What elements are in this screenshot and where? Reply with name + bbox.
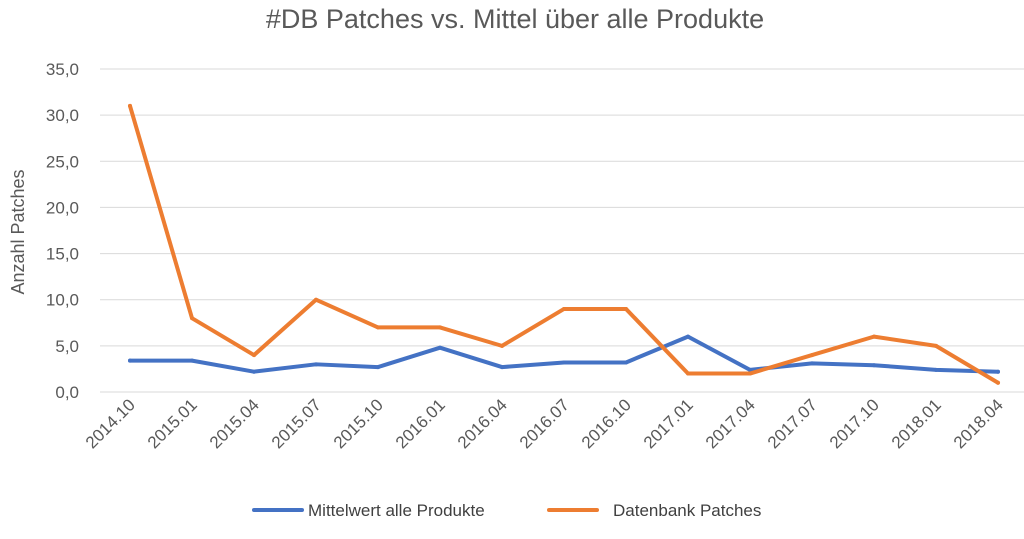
x-tick-label: 2018.04 <box>950 395 1007 452</box>
y-tick-label: 35,0 <box>46 60 79 79</box>
series-line <box>128 103 1000 385</box>
data-point <box>562 360 566 365</box>
data-point <box>252 353 256 358</box>
x-tick-label: 2016.04 <box>454 395 511 452</box>
data-point <box>810 353 814 358</box>
data-point <box>252 369 256 374</box>
data-point <box>190 358 194 363</box>
y-tick-label: 30,0 <box>46 106 79 125</box>
gridlines <box>100 68 1024 393</box>
data-point <box>686 371 690 376</box>
y-tick-label: 25,0 <box>46 152 79 171</box>
data-point <box>748 367 752 372</box>
data-point <box>376 365 380 370</box>
x-tick-label: 2018.01 <box>888 395 945 452</box>
data-point <box>376 325 380 330</box>
legend-label: Mittelwert alle Produkte <box>308 501 485 520</box>
data-point <box>996 369 1000 374</box>
x-tick-label: 2017.04 <box>702 395 759 452</box>
x-tick-label: 2016.10 <box>578 395 635 452</box>
y-tick-label: 20,0 <box>46 198 79 217</box>
x-tick-label: 2015.01 <box>144 395 201 452</box>
data-point <box>934 343 938 348</box>
x-tick-label: 2016.07 <box>516 395 573 452</box>
x-tick-label: 2017.01 <box>640 395 697 452</box>
data-point <box>438 345 442 350</box>
data-point <box>934 367 938 372</box>
x-axis-ticks: 2014.10 2015.01 2015.04 2015.07 2015.10 2016.… <box>82 395 1007 452</box>
x-tick-label: 2015.10 <box>330 395 387 452</box>
legend-label: Datenbank Patches <box>613 501 761 520</box>
data-point <box>500 365 504 370</box>
data-point <box>748 371 752 376</box>
data-point <box>128 358 132 363</box>
x-tick-label: 2014.10 <box>82 395 139 452</box>
x-tick-label: 2015.07 <box>268 395 325 452</box>
x-tick-label: 2017.10 <box>826 395 883 452</box>
x-tick-label: 2017.07 <box>764 395 821 452</box>
x-tick-label: 2016.01 <box>392 395 449 452</box>
data-point <box>872 363 876 368</box>
y-axis-ticks: 0,0 5,0 10,0 15,0 20,0 25,0 30,0 35,0 <box>46 60 79 402</box>
y-axis-label: Anzahl Patches <box>8 169 28 294</box>
data-point <box>128 103 132 108</box>
data-point <box>562 306 566 311</box>
series-lines <box>128 103 1000 385</box>
data-point <box>314 362 318 367</box>
data-point <box>872 334 876 339</box>
x-tick-label: 2015.04 <box>206 395 263 452</box>
data-point <box>500 343 504 348</box>
series-line <box>128 334 1000 374</box>
data-point <box>996 380 1000 385</box>
data-point <box>810 361 814 366</box>
data-point <box>686 334 690 339</box>
data-point <box>624 306 628 311</box>
data-point <box>438 325 442 330</box>
y-tick-label: 0,0 <box>55 383 79 402</box>
y-tick-label: 5,0 <box>55 337 79 356</box>
data-point <box>190 316 194 321</box>
data-point <box>624 360 628 365</box>
data-point <box>314 297 318 302</box>
chart-title: #DB Patches vs. Mittel über alle Produkt… <box>266 4 764 34</box>
y-tick-label: 10,0 <box>46 291 79 310</box>
y-tick-label: 15,0 <box>46 245 79 264</box>
legend: Mittelwert alle Produkte Datenbank Patche… <box>252 501 761 520</box>
